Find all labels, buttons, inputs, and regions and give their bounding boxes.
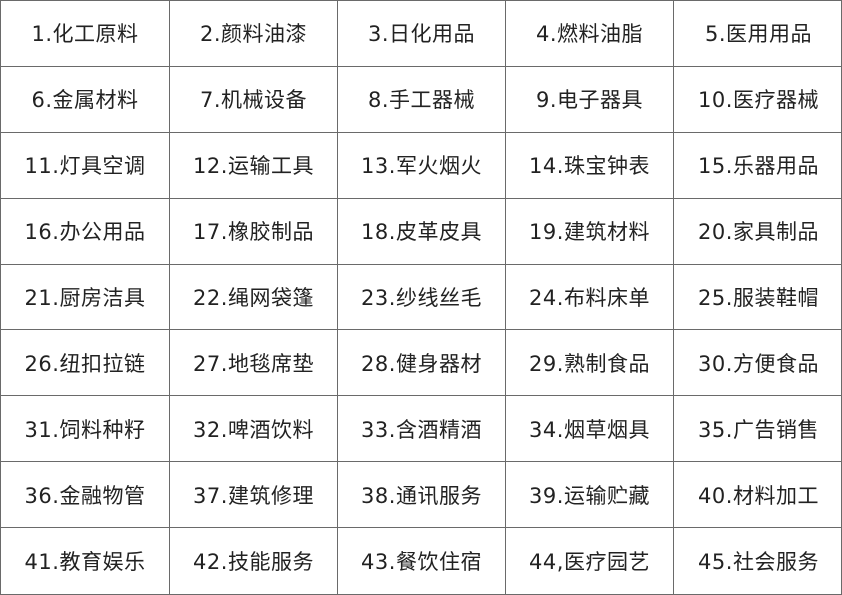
table-cell: 25.服装鞋帽	[674, 265, 842, 331]
table-cell: 7.机械设备	[170, 66, 338, 133]
table-cell: 26.纽扣拉链	[1, 330, 170, 397]
table-cell: 6.金属材料	[1, 66, 170, 133]
table-cell: 34.烟草烟具	[506, 396, 674, 463]
table-cell: 31.饲料种籽	[1, 396, 170, 463]
table-cell: 29.熟制食品	[506, 330, 674, 397]
table-cell: 9.电子器具	[506, 66, 674, 133]
table-cell: 8.手工器械	[338, 66, 506, 133]
table-cell: 18.皮革皮具	[338, 198, 506, 265]
table-cell: 11.灯具空调	[1, 132, 170, 199]
table-cell: 21.厨房洁具	[1, 264, 170, 331]
table-cell: 4.燃料油脂	[506, 1, 674, 67]
table-cell: 3.日化用品	[338, 1, 506, 67]
table-cell: 20.家具制品	[674, 199, 842, 265]
table-cell: 19.建筑材料	[506, 198, 674, 265]
table-cell: 35.广告销售	[674, 396, 842, 463]
table-cell: 12.运输工具	[170, 132, 338, 199]
table-cell: 23.纱线丝毛	[338, 264, 506, 331]
table-cell: 24.布料床单	[506, 264, 674, 331]
table-cell: 39.运输贮藏	[506, 462, 674, 529]
table-cell: 43.餐饮住宿	[338, 528, 506, 594]
table-cell: 15.乐器用品	[674, 133, 842, 199]
table-cell: 5.医用用品	[674, 1, 842, 67]
table-cell: 32.啤酒饮料	[170, 396, 338, 463]
table-cell: 38.通讯服务	[338, 462, 506, 529]
table-cell: 14.珠宝钟表	[506, 132, 674, 199]
table-cell: 2.颜料油漆	[170, 1, 338, 67]
table-cell: 1.化工原料	[1, 1, 170, 67]
table-cell: 40.材料加工	[674, 462, 842, 529]
table-cell: 22.绳网袋篷	[170, 264, 338, 331]
table-cell: 16.办公用品	[1, 198, 170, 265]
table-cell: 44,医疗园艺	[506, 528, 674, 594]
table-cell: 27.地毯席垫	[170, 330, 338, 397]
table-cell: 45.社会服务	[698, 550, 819, 575]
table-cell: 30.方便食品	[674, 330, 842, 397]
table-cell: 37.建筑修理	[170, 462, 338, 529]
table-cell: 41.教育娱乐	[1, 528, 170, 594]
table-cell: 36.金融物管	[1, 462, 170, 529]
table-cell: 17.橡胶制品	[170, 198, 338, 265]
table-cell: 42.技能服务	[170, 528, 338, 594]
table-cell: 13.军火烟火	[338, 132, 506, 199]
table-cell: 28.健身器材	[338, 330, 506, 397]
table-cell: 33.含酒精酒	[338, 396, 506, 463]
table-cell: 10.医疗器械	[674, 67, 842, 133]
